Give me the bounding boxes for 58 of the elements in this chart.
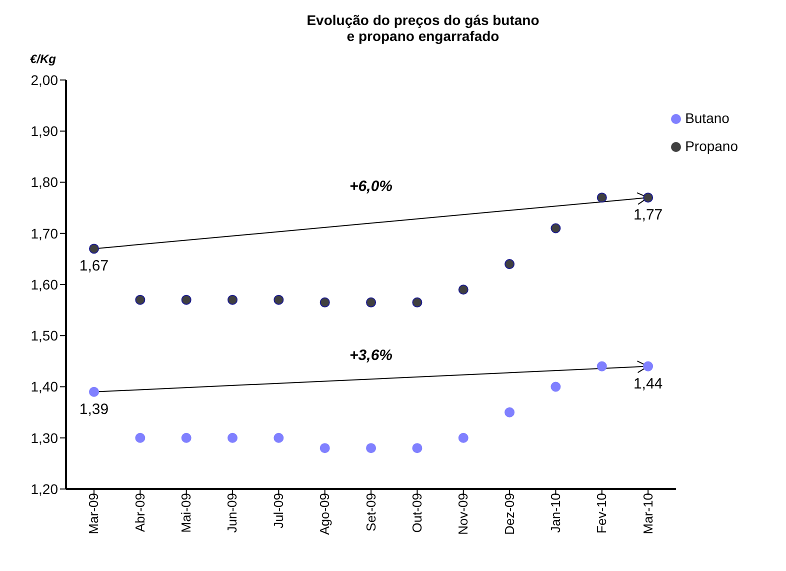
x-tick-label: Abr-09 [132, 493, 148, 532]
legend-label: Butano [685, 110, 730, 126]
x-tick-label: Nov-09 [456, 493, 471, 535]
x-tick-label: Jan-10 [548, 493, 563, 533]
y-tick-label: 2,00 [30, 72, 58, 88]
x-tick-label: Set-09 [363, 493, 378, 532]
x-tick-label: Dez-09 [502, 493, 517, 535]
point [504, 259, 515, 270]
y-tick-label: 1,90 [30, 123, 58, 140]
legend-label: Propano [685, 138, 738, 154]
point [88, 244, 100, 254]
point [320, 297, 330, 308]
point [274, 432, 284, 443]
x-tick-label: Mar-09 [86, 493, 102, 534]
x-tick-label: Ago-09 [317, 493, 332, 535]
data-label: 1,67 [79, 258, 109, 275]
point [458, 432, 468, 443]
point [181, 432, 192, 443]
point [135, 294, 146, 305]
data-label: 1,39 [79, 400, 109, 418]
x-tick-label: Out-09 [409, 493, 424, 533]
annotation: +6,0% [350, 178, 393, 196]
point [135, 432, 146, 443]
point [412, 443, 422, 454]
x-tick-label: Jun-09 [224, 493, 240, 533]
y-tick-label: 1,60 [30, 276, 58, 292]
point [320, 443, 330, 454]
annotation: +3,6% [350, 346, 393, 364]
x-tick-label: Mai-09 [178, 493, 194, 533]
data-label: 1,77 [633, 206, 663, 224]
y-tick-label: 1,40 [30, 378, 58, 395]
point [274, 294, 284, 305]
y-axis-title: €/Kg [30, 52, 56, 66]
x-tick-label: Mar-10 [640, 493, 656, 534]
point [643, 192, 654, 203]
point [550, 382, 561, 392]
point [596, 192, 607, 203]
point [181, 294, 192, 305]
point [550, 223, 561, 234]
point [504, 407, 515, 418]
x-tick-label: Jul-09 [270, 493, 286, 528]
data-label: 1,44 [633, 375, 663, 392]
point [596, 361, 607, 372]
point [366, 297, 376, 308]
x-tick-label: Fev-10 [594, 493, 610, 534]
chart-title: Evolução do preços do gás butano e propano engarrafado [306, 12, 540, 44]
point [412, 297, 422, 308]
y-tick-label: 1,80 [30, 174, 58, 190]
point [643, 361, 654, 372]
y-tick-label: 1,70 [30, 225, 58, 242]
y-tick-label: 1,20 [30, 480, 58, 497]
point [88, 386, 100, 397]
point [458, 284, 468, 295]
point [366, 443, 376, 454]
point [228, 294, 238, 305]
point [228, 432, 238, 443]
y-tick-label: 1,50 [30, 328, 58, 344]
y-tick-label: 1,30 [30, 430, 58, 446]
